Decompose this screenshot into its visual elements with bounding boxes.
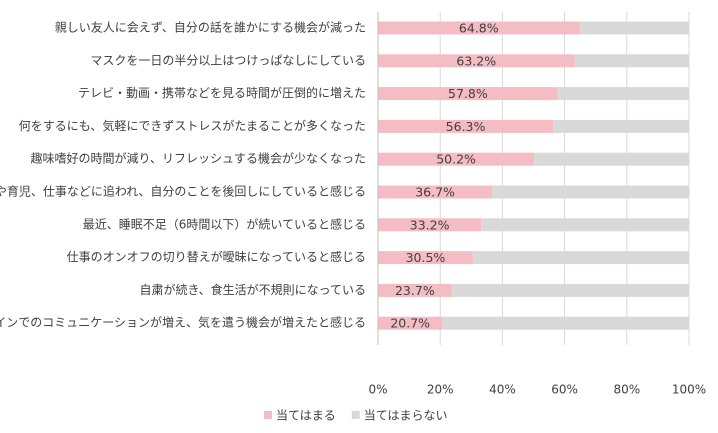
category-label: マスクを一日の半分以上はつけっぱなしにしている xyxy=(90,53,366,67)
bar-segment xyxy=(557,87,689,101)
category-label: 趣味嗜好の時間が減り、リフレッシュする機会が少なくなった xyxy=(30,151,366,166)
bar-segment xyxy=(378,251,473,265)
bar-segment xyxy=(442,316,689,330)
category-label: 親しい友人に会えず、自分の話を誰かにする機会が減った xyxy=(55,20,366,35)
x-tick-label: 100% xyxy=(672,383,706,397)
bar-segment xyxy=(472,251,689,265)
bar-segment xyxy=(574,54,689,68)
x-tick-label: 0% xyxy=(368,383,387,397)
legend-swatch xyxy=(351,411,360,419)
category-label: 仕事のオンオフの切り替えが曖昧になっていると感じる xyxy=(67,249,366,264)
x-tick-label: 80% xyxy=(613,383,640,397)
bar-segment xyxy=(378,119,554,133)
value-label: 30.5% xyxy=(406,250,446,265)
value-label: 64.8% xyxy=(459,21,499,36)
value-label: 23.7% xyxy=(395,283,435,298)
value-label: 20.7% xyxy=(390,316,430,331)
category-label: 最近、睡眠不足（6時間以下）が続いていると感じる xyxy=(83,216,366,231)
bar-segment xyxy=(534,152,689,166)
category-label: 何をするにも、気軽にできずストレスがたまることが多くなった xyxy=(19,118,366,133)
bar-segment xyxy=(378,283,452,297)
legend-label: 当てはまる xyxy=(276,409,336,423)
bar-segment xyxy=(451,283,689,297)
bar-segment xyxy=(378,185,493,199)
legend-label: 当てはまらない xyxy=(364,409,448,423)
bar-segment xyxy=(481,218,689,232)
legend-swatch xyxy=(264,411,272,419)
bar-segment xyxy=(378,218,482,232)
bar-segment xyxy=(378,87,558,101)
bar-segment xyxy=(553,119,689,133)
category-label: オンラインでのコミュニケーションが増え、気を遣う機会が増えたと感じる xyxy=(0,315,366,330)
x-tick-label: 60% xyxy=(551,383,578,397)
bar-segment xyxy=(378,152,535,166)
bar-segment xyxy=(378,21,580,35)
value-label: 57.8% xyxy=(448,86,488,101)
value-label: 50.2% xyxy=(436,152,476,167)
x-tick-label: 20% xyxy=(427,383,454,397)
value-label: 36.7% xyxy=(415,185,455,200)
value-label: 56.3% xyxy=(446,119,486,134)
bar-segment xyxy=(378,316,443,330)
value-label: 33.2% xyxy=(410,217,450,232)
bar-segment xyxy=(378,54,575,68)
bar-segment xyxy=(579,21,689,35)
bar-segment xyxy=(492,185,689,199)
value-label: 63.2% xyxy=(456,53,496,68)
x-tick-label: 40% xyxy=(489,383,516,397)
category-label: テレビ・動画・携帯などを見る時間が圧倒的に増えた xyxy=(78,85,366,100)
category-label: 自粛が続き、食生活が不規則になっている xyxy=(139,282,366,297)
category-label: 家事や育児、仕事などに追われ、自分のことを後回しにしていると感じる xyxy=(0,184,366,199)
